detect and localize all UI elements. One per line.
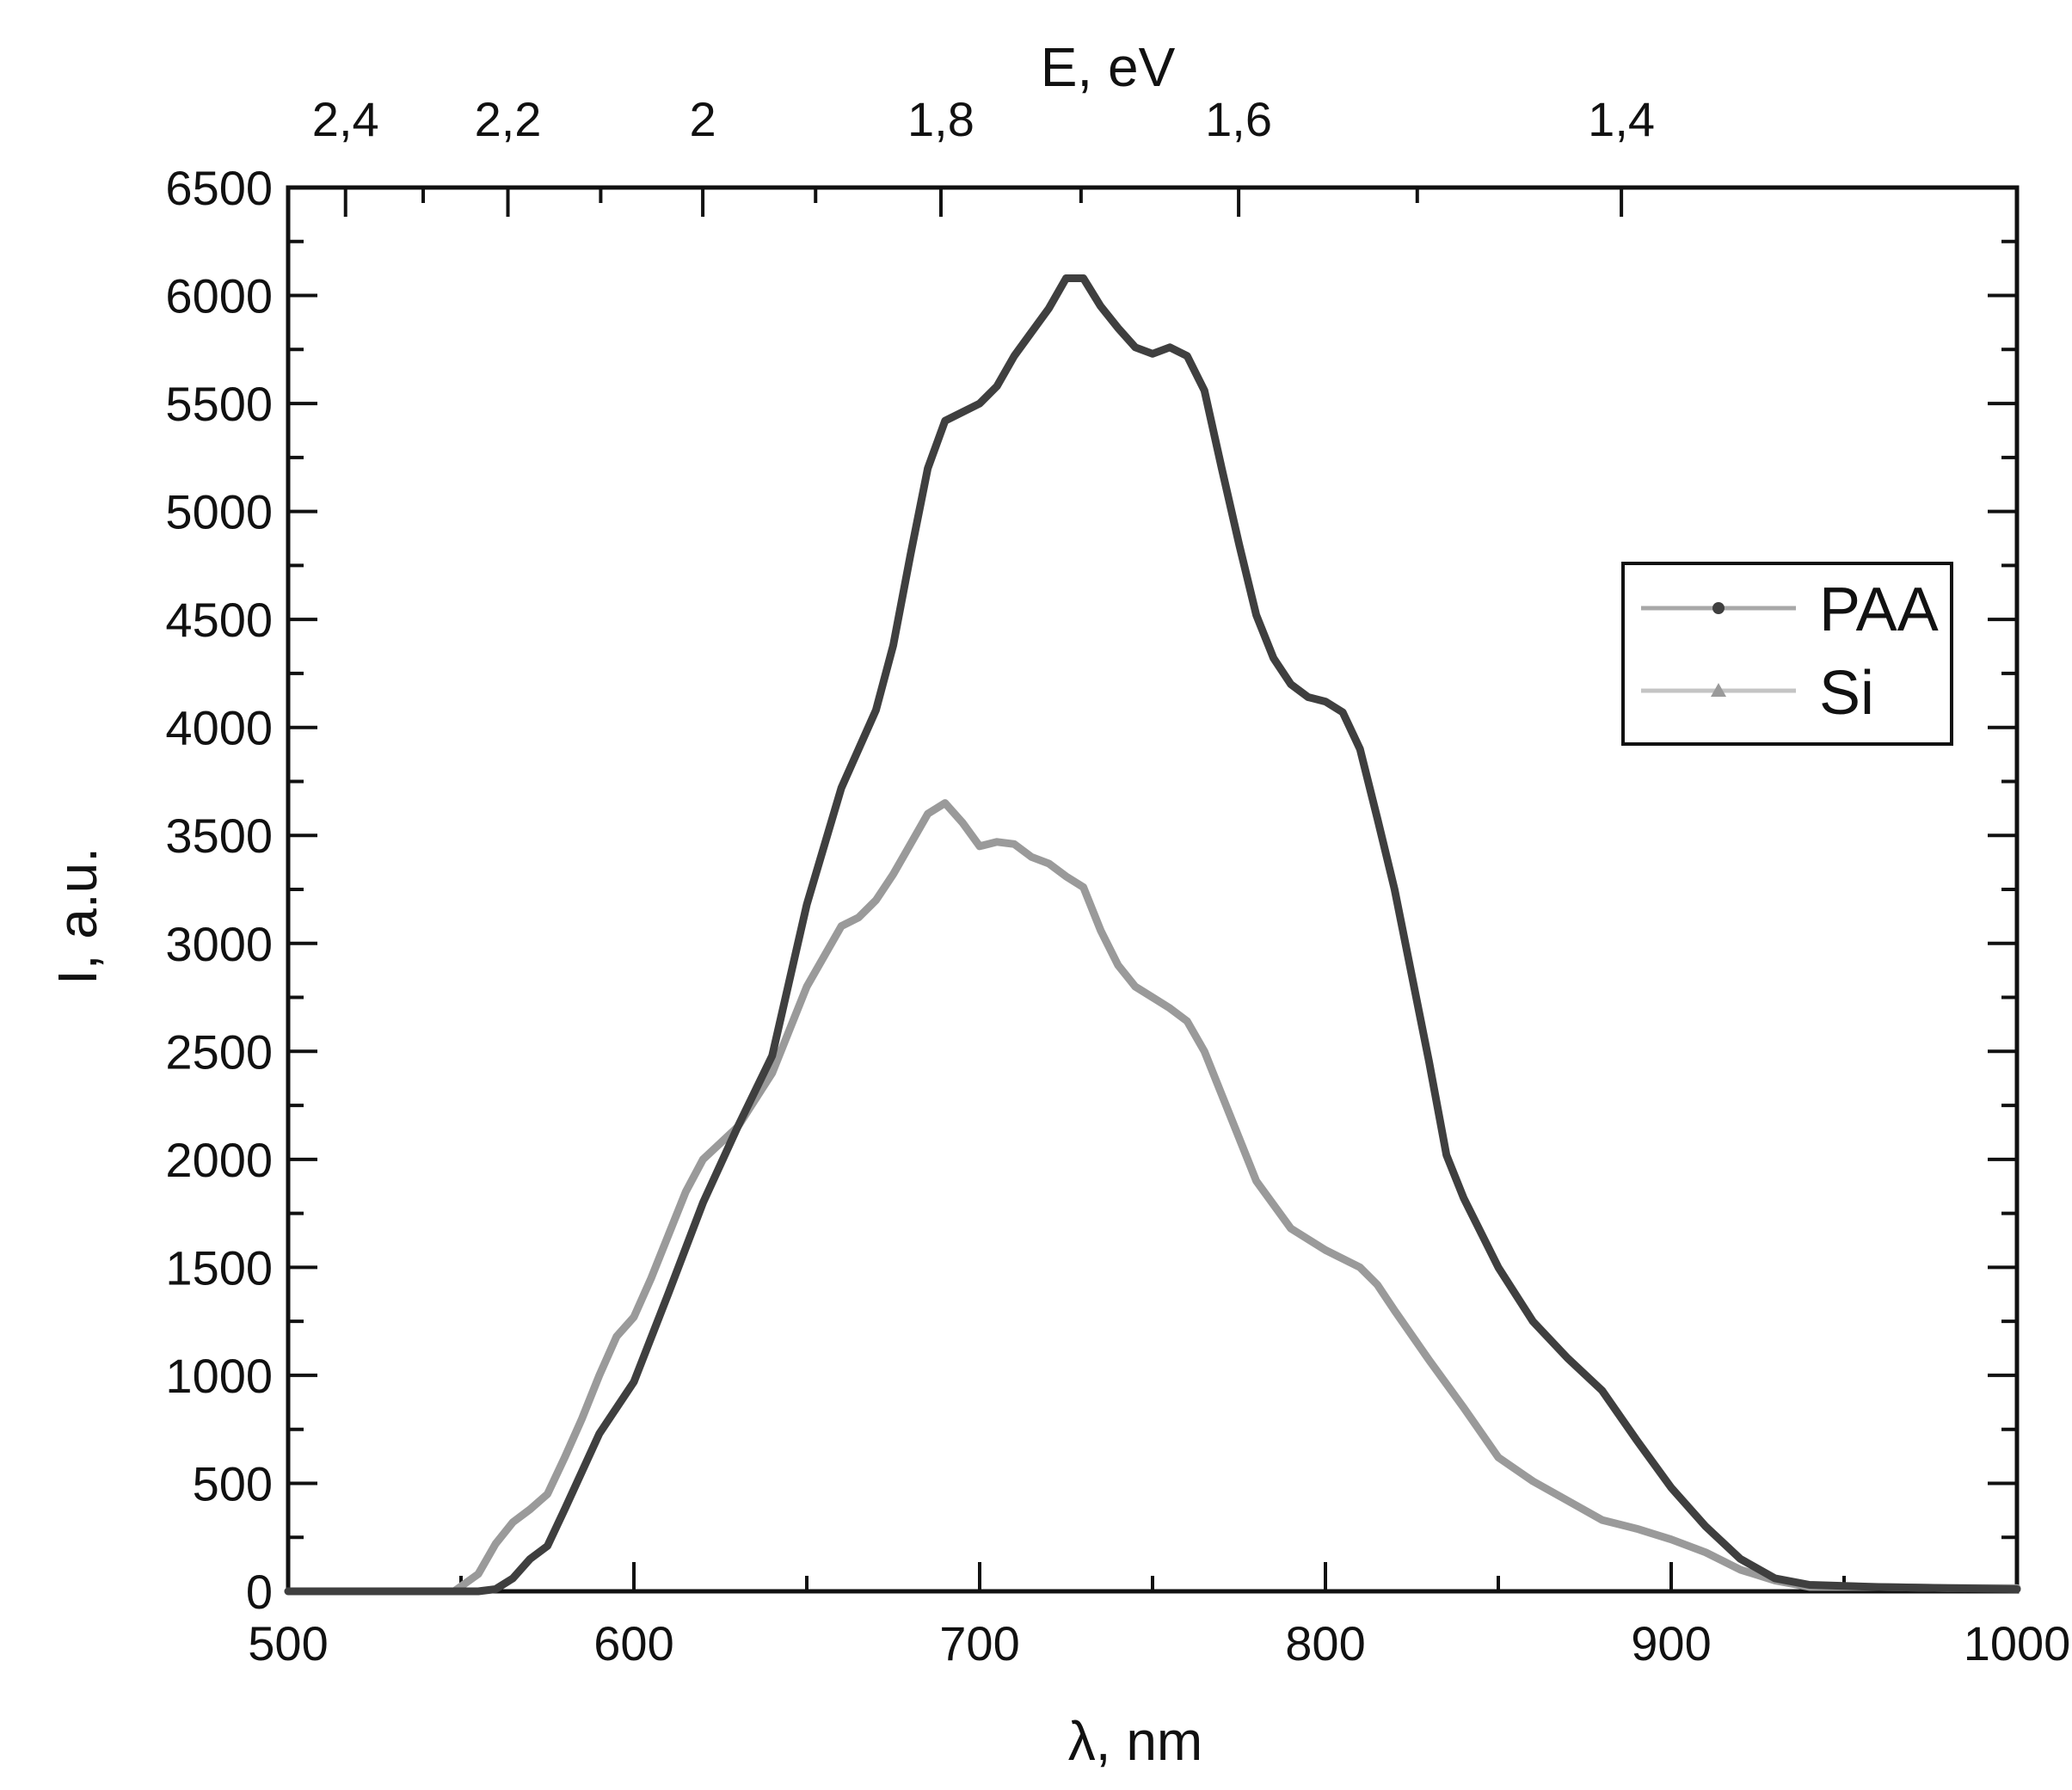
series-line-paa: [284, 274, 2021, 1596]
top-tick-label: 2,2: [475, 92, 542, 146]
y-tick-label: 6500: [165, 161, 273, 215]
y-tick-label: 3500: [165, 809, 273, 863]
top-tick-label: 2,4: [312, 92, 379, 146]
x-tick-label: 800: [1285, 1616, 1365, 1670]
series-line-si: [284, 799, 2021, 1596]
legend: PAA Si: [1621, 562, 1953, 746]
legend-swatch-si-marker: [1711, 683, 1726, 697]
plot-frame: [286, 185, 2020, 1594]
y-tick-label: 5000: [165, 485, 273, 539]
bottom-axis-ticks: 500 600 700 800 900 1000: [248, 1562, 2070, 1670]
x-axis-title: λ, nm: [1068, 1710, 1202, 1772]
y-tick-label: 1500: [165, 1240, 273, 1295]
right-axis-ticks: [1988, 186, 2017, 1593]
x-tick-label: 900: [1631, 1616, 1711, 1670]
top-tick-label: 1,8: [907, 92, 975, 146]
y-tick-label: 500: [193, 1456, 273, 1510]
top-tick-label: 1,4: [1588, 92, 1655, 146]
y-tick-label: 1000: [165, 1349, 273, 1403]
left-axis-ticks: 0 500 1000 1500 2000 2500 3000 3500 4000 4500 5000…: [165, 161, 317, 1619]
legend-label-paa: PAA: [1819, 575, 1939, 644]
y-tick-label: 2500: [165, 1024, 273, 1079]
x-tick-label: 600: [593, 1616, 673, 1670]
x-tick-label: 1000: [1964, 1616, 2071, 1670]
top-axis-title: E, eV: [1041, 36, 1176, 98]
legend-label-si: Si: [1819, 659, 1874, 728]
x-tick-label: 500: [248, 1616, 328, 1670]
legend-swatch-paa-marker: [1712, 602, 1725, 614]
y-tick-label: 5500: [165, 377, 273, 431]
y-tick-label: 4500: [165, 593, 273, 647]
y-tick-label: 2000: [165, 1133, 273, 1187]
y-axis-title: I, a.u.: [46, 847, 108, 985]
y-tick-label: 3000: [165, 917, 273, 971]
top-tick-label: 2: [690, 92, 716, 146]
x-tick-label: 700: [939, 1616, 1019, 1670]
legend-box: [1621, 562, 1953, 746]
y-tick-label: 0: [246, 1565, 273, 1619]
top-axis-ticks: 2,4 2,2 2 1,8 1,6 1,4: [312, 92, 1655, 217]
y-tick-label: 4000: [165, 701, 273, 755]
top-tick-label: 1,6: [1205, 92, 1272, 146]
y-tick-label: 6000: [165, 269, 273, 323]
series-layer: [284, 274, 2021, 1596]
